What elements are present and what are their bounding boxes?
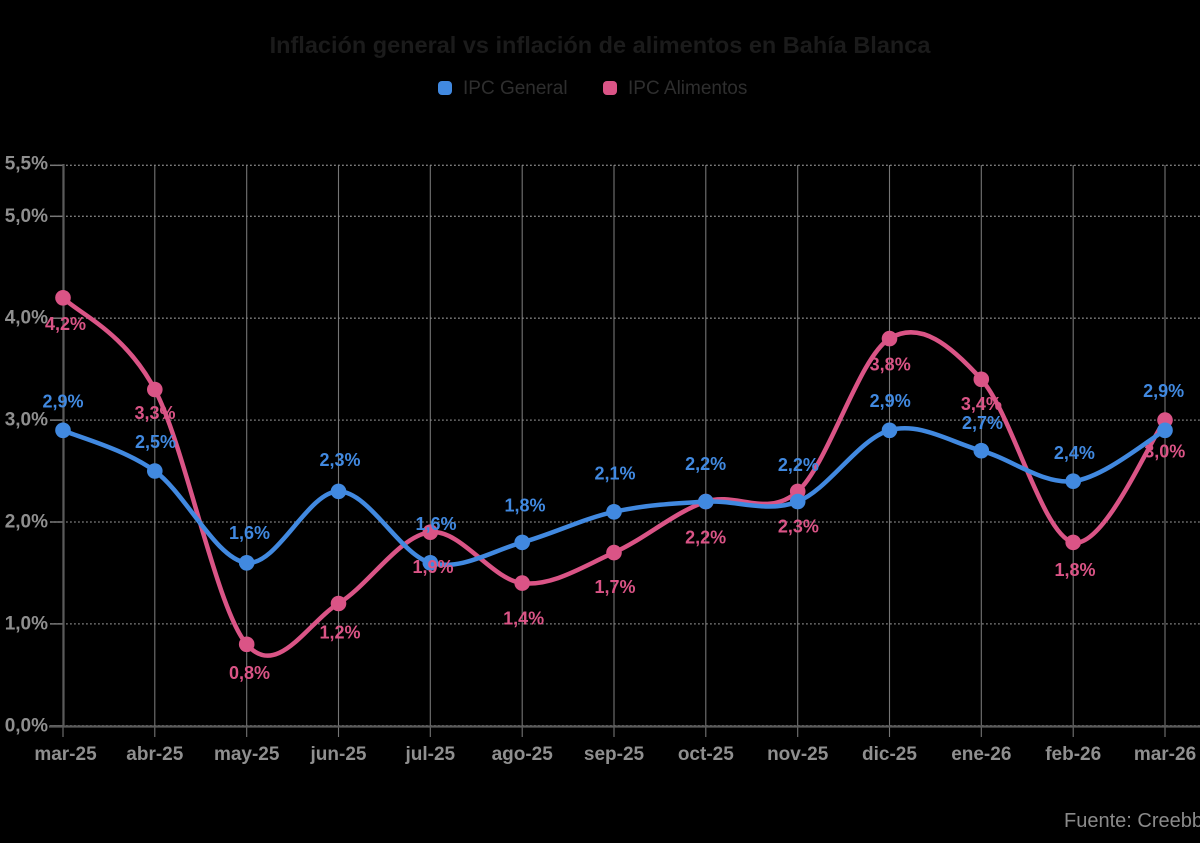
svg-text:2,2%: 2,2% [685,528,726,548]
svg-text:5,0%: 5,0% [5,206,48,227]
svg-text:ene-26: ene-26 [951,744,1011,765]
svg-text:2,9%: 2,9% [1143,381,1184,401]
svg-text:jul-25: jul-25 [404,744,455,765]
svg-text:2,1%: 2,1% [594,464,635,484]
svg-text:2,5%: 2,5% [135,432,176,452]
svg-text:2,4%: 2,4% [1054,443,1095,463]
svg-text:3,0%: 3,0% [5,410,48,431]
svg-text:2,3%: 2,3% [778,517,819,537]
svg-text:0,8%: 0,8% [229,663,270,683]
svg-text:3,4%: 3,4% [961,394,1002,414]
svg-text:dic-25: dic-25 [862,744,917,765]
svg-text:4,2%: 4,2% [45,314,86,334]
svg-text:feb-26: feb-26 [1045,744,1101,765]
svg-text:1,7%: 1,7% [594,577,635,597]
svg-text:5,5%: 5,5% [5,153,48,174]
svg-text:1,0%: 1,0% [5,613,48,634]
svg-text:1,4%: 1,4% [503,609,544,629]
svg-text:2,9%: 2,9% [42,391,83,411]
svg-text:jun-25: jun-25 [310,744,367,765]
svg-text:3,3%: 3,3% [134,403,175,423]
svg-text:1,8%: 1,8% [504,496,545,516]
svg-text:sep-25: sep-25 [584,744,645,765]
svg-text:2,2%: 2,2% [685,454,726,474]
svg-text:3,0%: 3,0% [1144,442,1185,462]
svg-text:oct-25: oct-25 [678,744,734,765]
svg-text:may-25: may-25 [214,744,280,765]
svg-text:ago-25: ago-25 [492,744,554,765]
svg-text:2,3%: 2,3% [319,450,360,470]
svg-text:1,6%: 1,6% [415,514,456,534]
svg-text:mar-25: mar-25 [34,744,97,765]
svg-text:1,9%: 1,9% [412,557,453,577]
svg-text:1,2%: 1,2% [319,623,360,643]
svg-text:2,2%: 2,2% [778,455,819,475]
svg-text:1,6%: 1,6% [229,523,270,543]
svg-text:mar-26: mar-26 [1134,744,1196,765]
svg-text:3,8%: 3,8% [870,354,911,374]
svg-text:2,9%: 2,9% [870,391,911,411]
svg-text:2,0%: 2,0% [5,512,48,533]
svg-text:nov-25: nov-25 [767,744,829,765]
svg-text:abr-25: abr-25 [126,744,183,765]
svg-text:2,7%: 2,7% [962,413,1003,433]
svg-text:4,0%: 4,0% [5,308,48,329]
svg-text:0,0%: 0,0% [5,715,48,736]
svg-text:1,8%: 1,8% [1054,560,1095,580]
